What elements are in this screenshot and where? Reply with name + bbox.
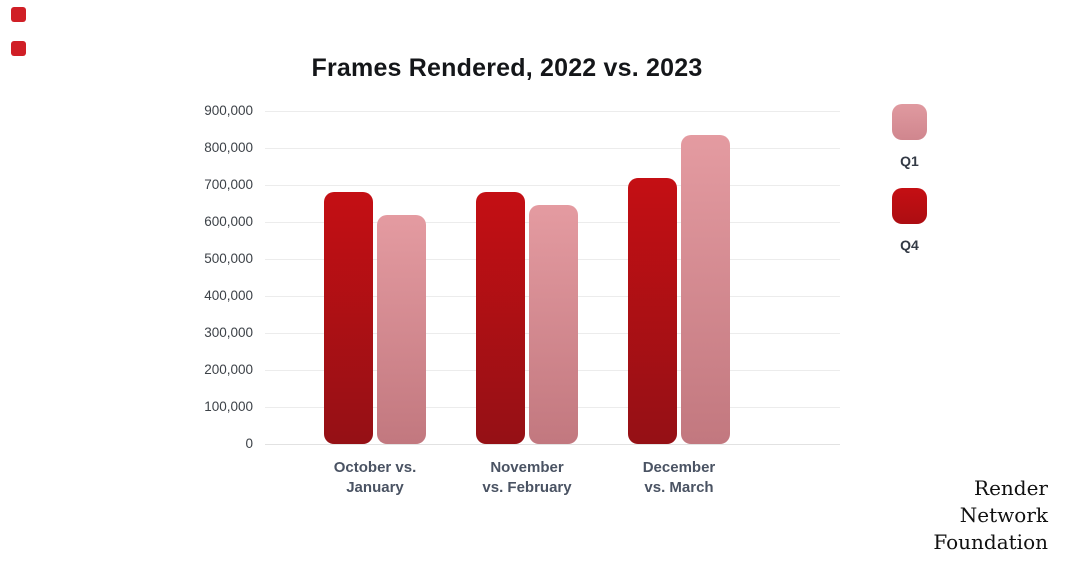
footer-brand-line: Foundation — [933, 530, 1048, 554]
x-axis-label-line: vs. March — [644, 479, 714, 496]
x-axis-labels: October vs. January November vs. February De… — [265, 458, 840, 508]
legend-item-q1: Q1 — [892, 104, 952, 169]
bar-q4-group2 — [476, 192, 525, 444]
y-axis-tick-label: 200,000 — [204, 362, 253, 377]
footer-brand-line: Render — [974, 476, 1048, 500]
gridline — [265, 111, 840, 112]
x-axis-label-line: vs. February — [482, 479, 572, 496]
footer-brand-line: Network — [959, 503, 1048, 527]
legend-label-q1: Q1 — [900, 153, 919, 169]
x-axis-label-line: January — [346, 479, 404, 496]
decor-red-square-bottom — [11, 41, 26, 56]
y-axis-tick-label: 300,000 — [204, 325, 253, 340]
x-axis-category-label: December vs. March — [594, 458, 764, 498]
x-axis-category-label: November vs. February — [442, 458, 612, 498]
bar-q1-group2 — [529, 205, 578, 444]
chart-title: Frames Rendered, 2022 vs. 2023 — [311, 54, 703, 82]
gridline — [265, 444, 840, 445]
legend-swatch-q4 — [892, 188, 927, 224]
x-axis-category-label: October vs. January — [290, 458, 460, 498]
x-axis-label-line: November — [490, 459, 564, 476]
bar-q4-group1 — [324, 192, 373, 444]
y-axis-tick-label: 400,000 — [204, 288, 253, 303]
gridline — [265, 185, 840, 186]
legend-label-q4: Q4 — [900, 237, 919, 253]
decor-red-square-top — [11, 7, 26, 22]
y-axis-tick-label: 600,000 — [204, 214, 253, 229]
y-axis-tick-label: 100,000 — [204, 399, 253, 414]
gridline — [265, 148, 840, 149]
footer-brand: Render Network Foundation — [933, 475, 1048, 556]
bar-chart-plot: 900,000 800,000 700,000 600,000 500,000 400,0… — [204, 103, 840, 451]
y-axis-tick-label: 0 — [245, 436, 253, 451]
bar-q4-group3 — [628, 178, 677, 444]
y-axis-tick-label: 800,000 — [204, 140, 253, 155]
bar-q1-group3 — [681, 135, 730, 444]
y-axis-tick-label: 500,000 — [204, 251, 253, 266]
x-axis-label-line: December — [642, 459, 716, 476]
x-axis-label-line: October vs. — [333, 459, 417, 476]
chart-legend: Q1 Q4 — [892, 104, 952, 272]
legend-swatch-q1 — [892, 104, 927, 140]
y-axis-tick-label: 700,000 — [204, 177, 253, 192]
bar-q1-group1 — [377, 215, 426, 444]
y-axis-tick-label: 900,000 — [204, 103, 253, 118]
legend-item-q4: Q4 — [892, 188, 952, 253]
